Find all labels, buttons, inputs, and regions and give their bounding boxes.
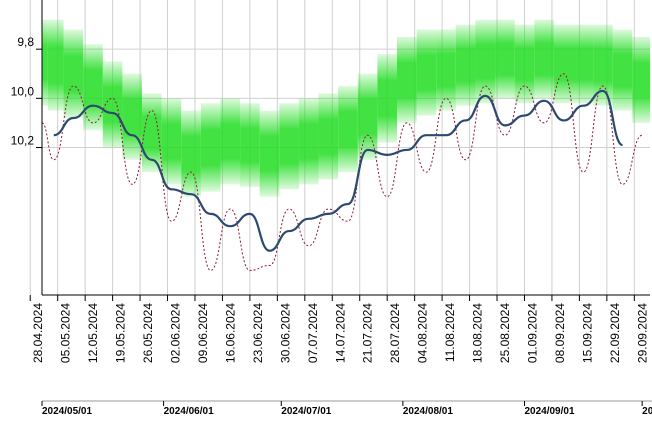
x-tick-label: 19.05.2024	[114, 303, 128, 363]
x-tick-label: 28.07.2024	[388, 303, 402, 363]
x-tick-label: 09.06.2024	[196, 303, 210, 363]
x-tick-label: 26.05.2024	[141, 303, 155, 363]
series-line	[53, 89, 624, 252]
density-band	[200, 103, 221, 192]
density-band	[181, 110, 201, 197]
density-band	[514, 24, 535, 104]
density-band	[47, 19, 64, 111]
x-tick-label: 07.07.2024	[306, 303, 320, 363]
x-tick-label: 15.09.2024	[580, 303, 594, 363]
density-band	[142, 93, 162, 173]
density-band	[416, 29, 437, 116]
density-band	[338, 86, 358, 173]
density-band	[593, 24, 613, 106]
x-tick-label: 02.06.2024	[169, 303, 183, 363]
density-band	[475, 19, 496, 104]
y-tick-label: 10,2	[11, 134, 35, 148]
density-band	[220, 98, 241, 185]
y-tick-label: 10,0	[11, 84, 35, 98]
density-band	[632, 36, 651, 123]
x-tick-label: 14.07.2024	[333, 303, 347, 363]
month-tick-label: 2024/07/01	[281, 406, 331, 417]
x-tick-label: 28.04.2024	[31, 303, 45, 363]
x-tick-label: 30.06.2024	[278, 303, 292, 363]
density-band	[259, 110, 280, 197]
x-tick-label: 05.05.2024	[59, 303, 73, 363]
density-band	[396, 36, 417, 123]
density-band	[455, 24, 476, 106]
month-tick-label: 2024/06/01	[164, 406, 214, 417]
x-tick-label: 11.08.2024	[443, 303, 457, 362]
x-tick-label: 21.07.2024	[361, 303, 375, 363]
density-band	[102, 61, 123, 148]
x-tick-label: 16.06.2024	[223, 303, 237, 363]
x-tick-label: 25.08.2024	[498, 303, 512, 363]
density-band	[495, 19, 515, 99]
density-band	[83, 44, 103, 131]
x-tick-label: 23.06.2024	[251, 303, 265, 363]
x-tick-label: 29.09.2024	[635, 303, 649, 363]
month-tick-label: 2024/08/01	[403, 406, 453, 417]
density-band	[553, 24, 574, 104]
density-band	[357, 73, 378, 160]
x-tick-label: 04.08.2024	[416, 303, 430, 363]
density-band	[534, 19, 554, 99]
density-band	[318, 93, 339, 180]
x-tick-label: 12.05.2024	[86, 303, 100, 363]
x-tick-label: 01.09.2024	[525, 303, 539, 363]
month-tick-label: 2024/10/01	[642, 406, 652, 417]
density-band	[240, 103, 260, 187]
density-band	[298, 98, 319, 185]
x-tick-label: 22.09.2024	[608, 303, 622, 363]
x-tick-label: 08.09.2024	[553, 303, 567, 363]
density-band	[161, 98, 182, 185]
density-band	[573, 24, 594, 104]
density-band	[122, 73, 143, 160]
density-band	[612, 29, 633, 111]
x-tick-label: 18.08.2024	[471, 303, 485, 363]
month-tick-label: 2024/05/01	[42, 406, 92, 417]
density-band	[63, 29, 84, 118]
month-tick-label: 2024/09/01	[524, 406, 574, 417]
density-band	[377, 54, 397, 143]
density-band	[42, 19, 48, 106]
y-tick-label: 9,8	[17, 35, 34, 49]
series-line	[41, 73, 643, 271]
density-band	[279, 103, 299, 190]
density-band	[436, 29, 456, 111]
